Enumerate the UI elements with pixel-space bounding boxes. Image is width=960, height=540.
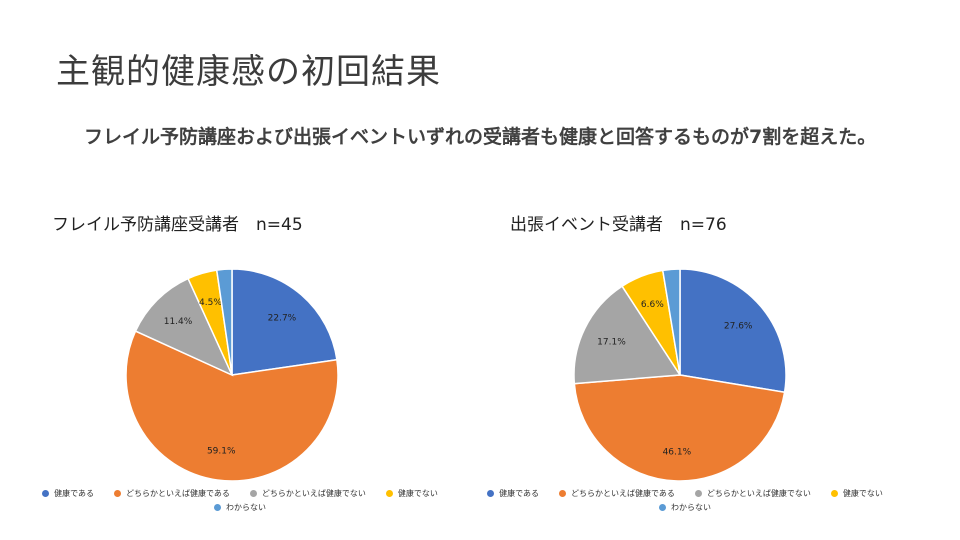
legend-frail: 健康である どちらかといえば健康である どちらかといえば健康でない 健康でないわからな… xyxy=(20,488,460,513)
legend-item: どちらかといえば健康でない xyxy=(249,488,366,499)
slice-value-label: 4.5% xyxy=(199,298,222,308)
slice-value-label: 27.6% xyxy=(724,322,753,332)
legend-dot-icon xyxy=(694,490,702,497)
slice-healthy xyxy=(231,268,338,376)
legend-label: 健康である xyxy=(499,489,539,498)
legend-dot-icon xyxy=(114,490,121,497)
legend-dot-icon xyxy=(559,490,566,497)
legend-dot-icon xyxy=(214,504,221,511)
pie-chart-event: 27.6% 46.1% 17.1% 6.6% xyxy=(573,268,787,482)
slice-somewhat-healthy xyxy=(125,330,339,482)
legend-item: どちらかといえば健康である xyxy=(559,488,675,499)
slice-value-label: 11.4% xyxy=(164,317,193,327)
legend-item: どちらかといえば健康でない xyxy=(694,488,811,499)
slide-title: 主観的健康感の初回結果 xyxy=(56,52,441,92)
chart-title-event: 出張イベント受講者 n=76 xyxy=(510,215,727,235)
summary-text: フレイル予防講座および出張イベントいずれの受講者も健康と回答するものが7割を超え… xyxy=(84,126,877,148)
slice-value-label: 46.1% xyxy=(663,447,692,457)
slice-healthy xyxy=(679,268,787,394)
legend-dot-icon xyxy=(487,490,495,497)
slice-somewhat-unhealthy xyxy=(573,285,682,385)
pie-chart-frail: 22.7% 59.1% 11.4% 4.5% xyxy=(125,268,339,482)
legend-label: わからない xyxy=(671,503,711,512)
legend-label: どちらかといえば健康でない xyxy=(706,489,811,498)
legend-item: 健康でない xyxy=(385,488,438,499)
chart-title-frail: フレイル予防講座受講者 n=45 xyxy=(52,215,303,235)
legend-event: 健康である どちらかといえば健康である どちらかといえば健康でない 健康でないわからな… xyxy=(470,488,900,513)
legend-item: わからない xyxy=(659,502,711,513)
legend-dot-icon xyxy=(42,490,50,497)
slice-unknown xyxy=(661,268,681,376)
legend-label: わからない xyxy=(226,503,266,512)
legend-dot-icon xyxy=(830,490,838,497)
legend-label: 健康である xyxy=(54,489,94,498)
legend-item: どちらかといえば健康である xyxy=(114,488,230,499)
slice-unknown xyxy=(215,268,233,376)
legend-dot-icon xyxy=(659,504,666,511)
legend-item: 健康である xyxy=(42,488,94,499)
slice-somewhat-unhealthy xyxy=(134,277,234,377)
slice-value-label: 17.1% xyxy=(597,337,626,347)
legend-item: わからない xyxy=(214,502,266,513)
legend-label: どちらかといえば健康でない xyxy=(261,489,366,498)
slice-value-label: 59.1% xyxy=(207,447,236,457)
legend-dot-icon xyxy=(249,490,257,497)
slice-value-label: 6.6% xyxy=(641,300,664,310)
slice-value-label: 22.7% xyxy=(268,313,297,323)
legend-label: 健康でない xyxy=(842,489,883,498)
legend-item: 健康である xyxy=(487,488,539,499)
legend-label: 健康でない xyxy=(397,489,438,498)
legend-label: どちらかといえば健康である xyxy=(571,489,675,498)
legend-label: どちらかといえば健康である xyxy=(126,489,230,498)
legend-item: 健康でない xyxy=(830,488,883,499)
legend-dot-icon xyxy=(385,490,393,497)
slice-somewhat-healthy xyxy=(573,374,786,482)
